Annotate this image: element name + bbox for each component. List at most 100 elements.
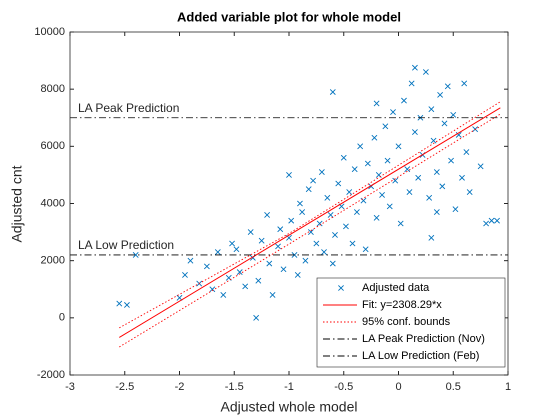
data-point [404, 166, 411, 173]
annotation: LA Peak Prediction [78, 101, 179, 115]
data-point [310, 177, 317, 184]
data-point [412, 129, 418, 135]
data-point [455, 131, 462, 138]
y-tick-label: 8000 [41, 83, 65, 95]
x-tick-label: -1 [284, 381, 294, 393]
data-point [412, 64, 418, 71]
data-point [116, 300, 123, 307]
data-point [406, 189, 413, 195]
data-point [386, 203, 393, 210]
data-point [316, 220, 323, 227]
annotation: LA Low Prediction [78, 238, 174, 252]
x-tick-label: -2.5 [115, 381, 134, 393]
data-point [401, 97, 407, 104]
data-point [433, 169, 440, 175]
data-point [384, 157, 391, 164]
data-point [233, 246, 240, 253]
y-tick-label: 4000 [41, 197, 65, 209]
data-point [466, 189, 473, 195]
fit-line [119, 107, 501, 338]
data-point [124, 302, 130, 308]
data-point [329, 89, 336, 95]
legend [316, 277, 506, 368]
data-point [461, 80, 468, 87]
data-point [477, 163, 484, 170]
data-point [346, 189, 353, 195]
data-point [452, 206, 459, 213]
data-point [280, 266, 287, 273]
data-point [441, 120, 448, 127]
legend-label: Adjusted data [362, 282, 430, 294]
x-tick-label: 0 [395, 381, 401, 393]
data-point [335, 180, 342, 187]
y-tick-label: -2000 [37, 369, 65, 381]
data-point [428, 106, 435, 113]
data-point [390, 109, 396, 115]
data-point [327, 212, 334, 218]
data-point [488, 217, 495, 224]
data-point [353, 209, 360, 215]
data-point [450, 111, 457, 118]
data-point [382, 123, 389, 130]
data-point [247, 229, 254, 236]
data-point [392, 177, 399, 184]
data-point [437, 91, 444, 98]
data-point [286, 171, 292, 178]
y-tick-label: 6000 [41, 140, 65, 152]
data-point [275, 243, 281, 250]
data-point [371, 134, 378, 141]
x-tick-label: 1 [505, 381, 511, 393]
data-point [373, 100, 380, 107]
data-point [264, 212, 271, 218]
data-point [255, 277, 262, 284]
legend-label: LA Low Prediction (Feb) [362, 350, 479, 362]
legend-marker [338, 285, 344, 291]
data-point [349, 240, 356, 247]
data-point [302, 257, 309, 264]
data-point [214, 249, 221, 256]
legend-label: 95% conf. bounds [362, 316, 451, 328]
data-point [494, 217, 500, 224]
x-tick-label: -2 [175, 381, 185, 393]
data-point [288, 217, 295, 224]
data-point [426, 194, 433, 201]
data-point [397, 220, 404, 227]
data-point [362, 246, 369, 253]
data-point [351, 166, 358, 173]
x-tick-label: 0.5 [446, 381, 461, 393]
data-point [364, 160, 371, 167]
data-point [459, 174, 465, 181]
data-point [324, 194, 331, 201]
data-point [415, 174, 422, 181]
data-point [439, 183, 446, 190]
data-point [428, 234, 435, 241]
data-point [305, 186, 312, 193]
data-point [203, 263, 210, 270]
data-point [373, 214, 380, 221]
data-point [182, 272, 188, 278]
y-tick-label: 10000 [34, 26, 65, 38]
y-tick-label: 2000 [41, 255, 65, 267]
data-point [483, 220, 490, 227]
data-point [269, 292, 276, 298]
data-point [229, 240, 235, 247]
data-point [340, 154, 347, 161]
y-tick-label: 0 [59, 312, 65, 324]
data-point [448, 157, 454, 164]
data-point [463, 149, 470, 155]
data-point [236, 269, 243, 276]
data-point [242, 283, 249, 290]
data-point [220, 292, 227, 298]
data-point [187, 257, 194, 264]
data-point [299, 209, 306, 215]
data-point [422, 69, 429, 75]
data-point [132, 252, 139, 258]
data-point [408, 80, 415, 87]
data-point [266, 260, 273, 267]
data-point [253, 314, 260, 321]
data-point [444, 83, 451, 90]
legend-label: Fit: y=2308.29*x [362, 299, 442, 311]
chart-title: Added variable plot for whole model [177, 9, 401, 24]
data-point [307, 229, 314, 236]
